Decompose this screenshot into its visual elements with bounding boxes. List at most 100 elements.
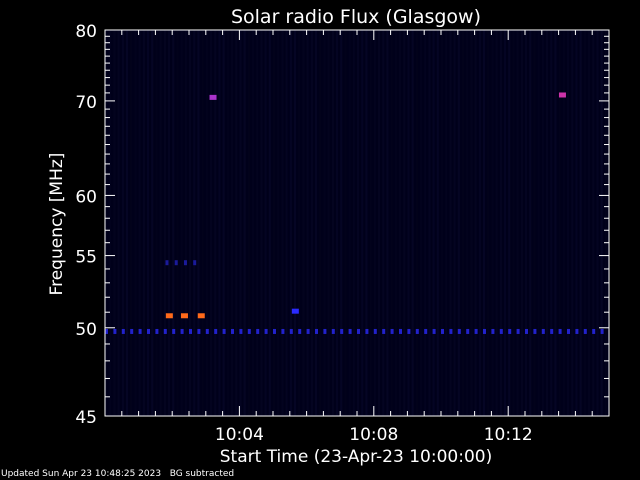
band-segment — [138, 328, 142, 334]
band-segment — [449, 328, 453, 334]
texture-stripe — [235, 30, 238, 416]
texture-stripe — [382, 30, 385, 416]
texture-stripe — [302, 30, 305, 416]
texture-stripe — [277, 30, 280, 416]
band-segment — [306, 328, 310, 334]
y-tick-label: 55 — [75, 248, 97, 268]
texture-stripe — [378, 30, 381, 416]
texture-stripe — [512, 30, 515, 416]
texture-stripe — [407, 30, 410, 416]
texture-stripe — [184, 30, 187, 416]
texture-stripe — [138, 30, 141, 416]
band-segment — [323, 328, 327, 334]
texture-stripe — [306, 30, 309, 416]
y-tick-label: 70 — [75, 93, 97, 113]
x-tick-label: 10:04 — [215, 425, 264, 445]
x-tick-label: 10:12 — [484, 425, 533, 445]
texture-stripe — [415, 30, 418, 416]
data-spot — [291, 308, 299, 314]
texture-stripe — [424, 30, 427, 416]
texture-stripe — [394, 30, 397, 416]
texture-stripe — [604, 30, 607, 416]
band-segment — [273, 328, 276, 334]
band-segment — [231, 328, 234, 334]
texture-stripe — [168, 30, 171, 416]
texture-stripe — [583, 30, 586, 416]
band-segment — [348, 328, 352, 334]
texture-stripe — [243, 30, 246, 416]
texture-stripe — [369, 30, 372, 416]
band-segment — [155, 328, 159, 334]
texture-stripe — [478, 30, 481, 416]
texture-stripe — [298, 30, 301, 416]
data-spot — [197, 313, 205, 319]
band-segment — [239, 328, 243, 334]
texture-stripe — [575, 30, 578, 416]
texture-stripe — [365, 30, 368, 416]
band-segment — [205, 328, 209, 334]
texture-stripe — [411, 30, 414, 416]
texture-stripe — [571, 30, 574, 416]
band-segment — [592, 328, 596, 334]
band-segment — [256, 328, 260, 334]
texture-stripe — [348, 30, 351, 416]
texture-stripe — [134, 30, 137, 416]
band-segment — [147, 328, 150, 334]
texture-stripe — [550, 30, 553, 416]
texture-stripe — [142, 30, 145, 416]
texture-stripe — [495, 30, 498, 416]
data-spot — [180, 313, 188, 319]
texture-stripe — [457, 30, 460, 416]
band-segment — [550, 328, 554, 334]
texture-stripe — [205, 30, 208, 416]
band-segment — [373, 328, 377, 334]
texture-stripe — [310, 30, 313, 416]
texture-stripe — [197, 30, 200, 416]
band-segment — [264, 328, 268, 334]
texture-stripe — [533, 30, 536, 416]
texture-stripe — [491, 30, 494, 416]
band-segment — [466, 328, 470, 334]
band-segment — [491, 328, 495, 334]
band-segment — [172, 328, 176, 334]
band-segment — [121, 328, 125, 334]
band-segment — [365, 328, 369, 334]
band-segment — [415, 328, 419, 334]
band-segment — [340, 328, 344, 334]
texture-stripe — [172, 30, 175, 416]
texture-stripe — [403, 30, 406, 416]
texture-stripe — [176, 30, 179, 416]
band-segment — [558, 328, 562, 334]
axes: 45 50 55 60 70 80 10:04 10:08 10:12 — [75, 22, 610, 445]
texture-stripe — [315, 30, 318, 416]
x-tick-label: 10:08 — [349, 425, 398, 445]
texture-stripe — [436, 30, 439, 416]
texture-stripe — [294, 30, 297, 416]
band-segment — [163, 328, 167, 334]
band-segment — [575, 328, 579, 334]
texture-stripe — [117, 30, 120, 416]
y-tick-label: 80 — [75, 22, 97, 42]
texture-stripe — [453, 30, 456, 416]
band-segment — [457, 328, 461, 334]
band-segment — [113, 328, 117, 334]
texture-stripe — [113, 30, 116, 416]
texture-stripe — [264, 30, 267, 416]
texture-stripe — [268, 30, 271, 416]
texture-stripe — [201, 30, 204, 416]
texture-stripe — [231, 30, 234, 416]
texture-stripe — [126, 30, 129, 416]
texture-stripe — [109, 30, 112, 416]
band-segment — [533, 328, 537, 334]
band-segment — [432, 328, 436, 334]
texture-stripe — [441, 30, 444, 416]
band-segment — [516, 328, 520, 334]
band-segment — [407, 328, 411, 334]
texture-stripe — [390, 30, 393, 416]
texture-stripe — [499, 30, 502, 416]
texture-stripe — [226, 30, 229, 416]
band-segment — [281, 328, 285, 334]
band-segment — [197, 328, 201, 334]
texture-stripe — [222, 30, 225, 416]
texture-stripe — [214, 30, 217, 416]
